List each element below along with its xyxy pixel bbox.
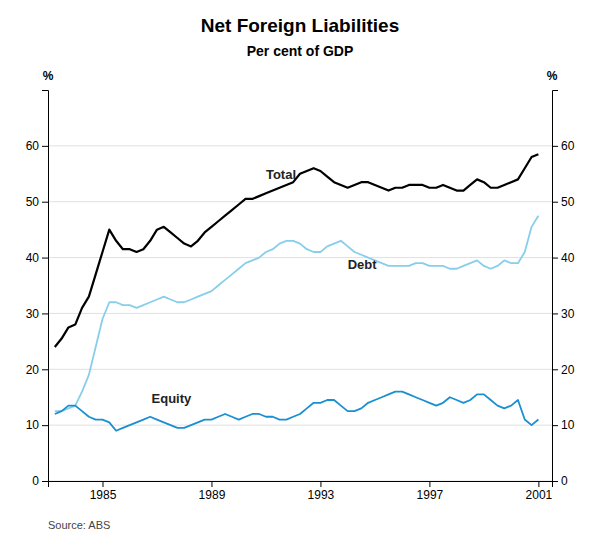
tick-label: 2001 bbox=[526, 488, 553, 502]
tick: 50 bbox=[26, 195, 48, 209]
tick-mark bbox=[552, 258, 558, 259]
tick: 20 bbox=[26, 363, 48, 377]
tick-label: 1989 bbox=[199, 488, 226, 502]
subtitle: Per cent of GDP bbox=[247, 43, 354, 59]
tick: 10 bbox=[552, 418, 575, 432]
tick: 60 bbox=[26, 139, 48, 153]
line-label: Debt bbox=[348, 257, 378, 272]
tick: 0 bbox=[32, 474, 48, 488]
tick-mark bbox=[42, 202, 48, 203]
tick-label: 1997 bbox=[417, 488, 444, 502]
tick: 1989 bbox=[199, 481, 226, 502]
tick: 40 bbox=[26, 251, 48, 265]
tick-label: 60 bbox=[26, 139, 40, 153]
tick-label: 1985 bbox=[90, 488, 117, 502]
tick-mark bbox=[429, 481, 430, 487]
line-labels: Total Debt Equity bbox=[152, 167, 378, 405]
chart: 1985 1989 1993 1997 2001 0 10 20 30 40 50 60 0 10 20 30… bbox=[0, 0, 600, 539]
tick-mark bbox=[320, 481, 321, 487]
tick-mark bbox=[552, 146, 558, 147]
tick-mark bbox=[42, 258, 48, 259]
tick-label: 60 bbox=[561, 139, 575, 153]
tick: 2001 bbox=[526, 481, 553, 502]
tick-label: 10 bbox=[26, 418, 40, 432]
grid-line bbox=[48, 313, 552, 314]
grid-line bbox=[48, 369, 552, 370]
tick-mark bbox=[211, 481, 212, 487]
source: Source: ABS bbox=[48, 519, 110, 531]
series-line bbox=[55, 154, 539, 347]
plot-area bbox=[55, 154, 539, 430]
tick-label: 0 bbox=[561, 474, 568, 488]
y2-axis: 0 10 20 30 40 50 60 bbox=[552, 91, 575, 489]
tick: 1993 bbox=[308, 481, 335, 502]
tick-label: 30 bbox=[561, 307, 575, 321]
grid-line bbox=[48, 145, 552, 146]
tick-label: 40 bbox=[26, 251, 40, 265]
tick-label: 20 bbox=[561, 363, 575, 377]
tick: 0 bbox=[552, 474, 568, 488]
line-label: Total bbox=[266, 167, 296, 182]
tick-mark bbox=[42, 425, 48, 426]
tick: 1985 bbox=[90, 481, 117, 502]
tick-label: 50 bbox=[561, 195, 575, 209]
title: Net Foreign Liabilities bbox=[201, 15, 399, 36]
tick-mark bbox=[552, 425, 558, 426]
tick: 1997 bbox=[417, 481, 444, 502]
grid-line bbox=[48, 257, 552, 258]
tick-mark bbox=[42, 313, 48, 314]
tick: 20 bbox=[552, 363, 575, 377]
grid-line bbox=[48, 425, 552, 426]
line-label: Equity bbox=[152, 391, 192, 406]
tick: 30 bbox=[26, 307, 48, 321]
grid bbox=[48, 146, 552, 481]
tick-mark bbox=[552, 313, 558, 314]
y-axis-label: % bbox=[43, 69, 54, 83]
axis-line bbox=[42, 91, 49, 482]
axis-line bbox=[553, 91, 559, 482]
tick-label: 20 bbox=[26, 363, 40, 377]
grid-line bbox=[48, 201, 552, 202]
series-line bbox=[55, 392, 539, 431]
tick-mark bbox=[538, 481, 539, 487]
tick-mark bbox=[42, 146, 48, 147]
tick-mark bbox=[552, 202, 558, 203]
series-line bbox=[55, 216, 539, 411]
tick: 40 bbox=[552, 251, 575, 265]
tick-mark bbox=[42, 481, 48, 482]
tick: 60 bbox=[552, 139, 575, 153]
x-axis: 1985 1989 1993 1997 2001 bbox=[49, 481, 553, 502]
tick-label: 1993 bbox=[308, 488, 335, 502]
axis-line bbox=[49, 482, 553, 488]
tick-label: 40 bbox=[561, 251, 575, 265]
tick-label: 10 bbox=[561, 418, 575, 432]
tick: 10 bbox=[26, 418, 48, 432]
tick-mark bbox=[42, 369, 48, 370]
tick-label: 30 bbox=[26, 307, 40, 321]
tick-mark bbox=[102, 481, 103, 487]
tick-label: 0 bbox=[32, 474, 39, 488]
tick-mark bbox=[552, 369, 558, 370]
tick: 50 bbox=[552, 195, 575, 209]
tick: 30 bbox=[552, 307, 575, 321]
y-axis: 0 10 20 30 40 50 60 bbox=[26, 91, 49, 489]
tick-label: 50 bbox=[26, 195, 40, 209]
tick-mark bbox=[552, 481, 558, 482]
y2-axis-label: % bbox=[547, 69, 558, 83]
